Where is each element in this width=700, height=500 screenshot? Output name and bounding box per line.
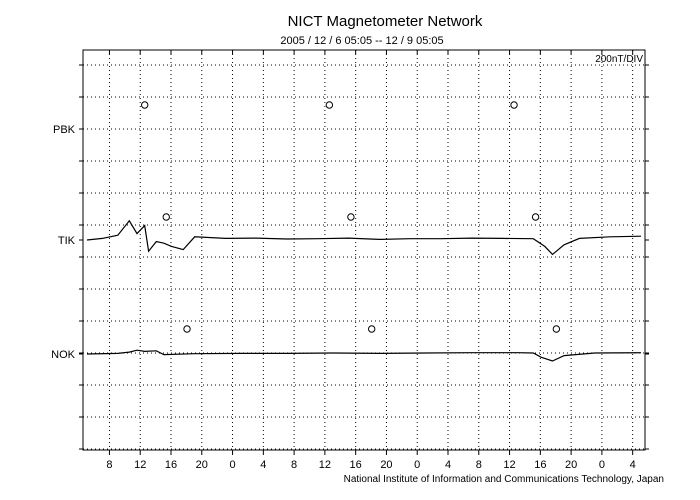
station-label-nok: NOK — [51, 349, 76, 361]
scale-label: 200nT/DIV — [595, 54, 643, 65]
x-tick-label: 12 — [134, 459, 146, 471]
x-tick-label: 16 — [350, 459, 362, 471]
midnight-marker — [141, 101, 149, 109]
x-tick-label: 4 — [630, 459, 636, 471]
station-label-pbk: PBK — [53, 124, 76, 136]
midnight-marker — [510, 101, 518, 109]
x-tick-label: 12 — [503, 459, 515, 471]
footer-credit: National Institute of Information and Co… — [344, 474, 664, 485]
midnight-marker — [162, 213, 170, 221]
midnight-marker — [552, 325, 561, 333]
x-tick-label: 12 — [319, 459, 331, 471]
midnight-marker — [325, 101, 334, 109]
midnight-marker — [367, 325, 376, 333]
axis-ticks — [79, 50, 649, 455]
trace-nok — [86, 349, 642, 362]
x-tick-label: 4 — [445, 459, 451, 471]
x-tick-label: 8 — [106, 459, 112, 471]
station-label-tik: TIK — [58, 235, 76, 247]
station-pbk: PBK — [53, 101, 649, 136]
plot-frame — [82, 49, 646, 451]
x-tick-label: 4 — [260, 459, 266, 471]
midnight-marker — [347, 213, 355, 221]
x-tick-label: 8 — [476, 459, 482, 471]
x-tick-label: 0 — [229, 459, 235, 471]
trace-tik — [86, 219, 642, 256]
station-tik: TIK — [58, 213, 649, 256]
chart-title: NICT Magnetometer Network — [288, 13, 483, 30]
x-tick-label: 16 — [534, 459, 546, 471]
x-tick-labels: 8 12 16 20 0 4 8 12 16 20 0 4 8 12 16 20 0 4 — [106, 459, 635, 471]
station-nok: NOK — [51, 325, 649, 362]
x-tick-label: 0 — [414, 459, 420, 471]
midnight-marker — [183, 325, 191, 333]
x-tick-label: 20 — [380, 459, 392, 471]
midnight-marker — [531, 213, 540, 221]
chart-subtitle: 2005 / 12 / 6 05:05 -- 12 / 9 05:05 — [280, 35, 443, 47]
x-tick-label: 16 — [165, 459, 177, 471]
x-tick-label: 0 — [599, 459, 605, 471]
x-tick-label: 20 — [565, 459, 577, 471]
station-traces: PBK TIK NOK — [51, 101, 649, 362]
grid-lines — [83, 50, 645, 450]
x-tick-label: 20 — [196, 459, 208, 471]
x-tick-label: 8 — [291, 459, 297, 471]
